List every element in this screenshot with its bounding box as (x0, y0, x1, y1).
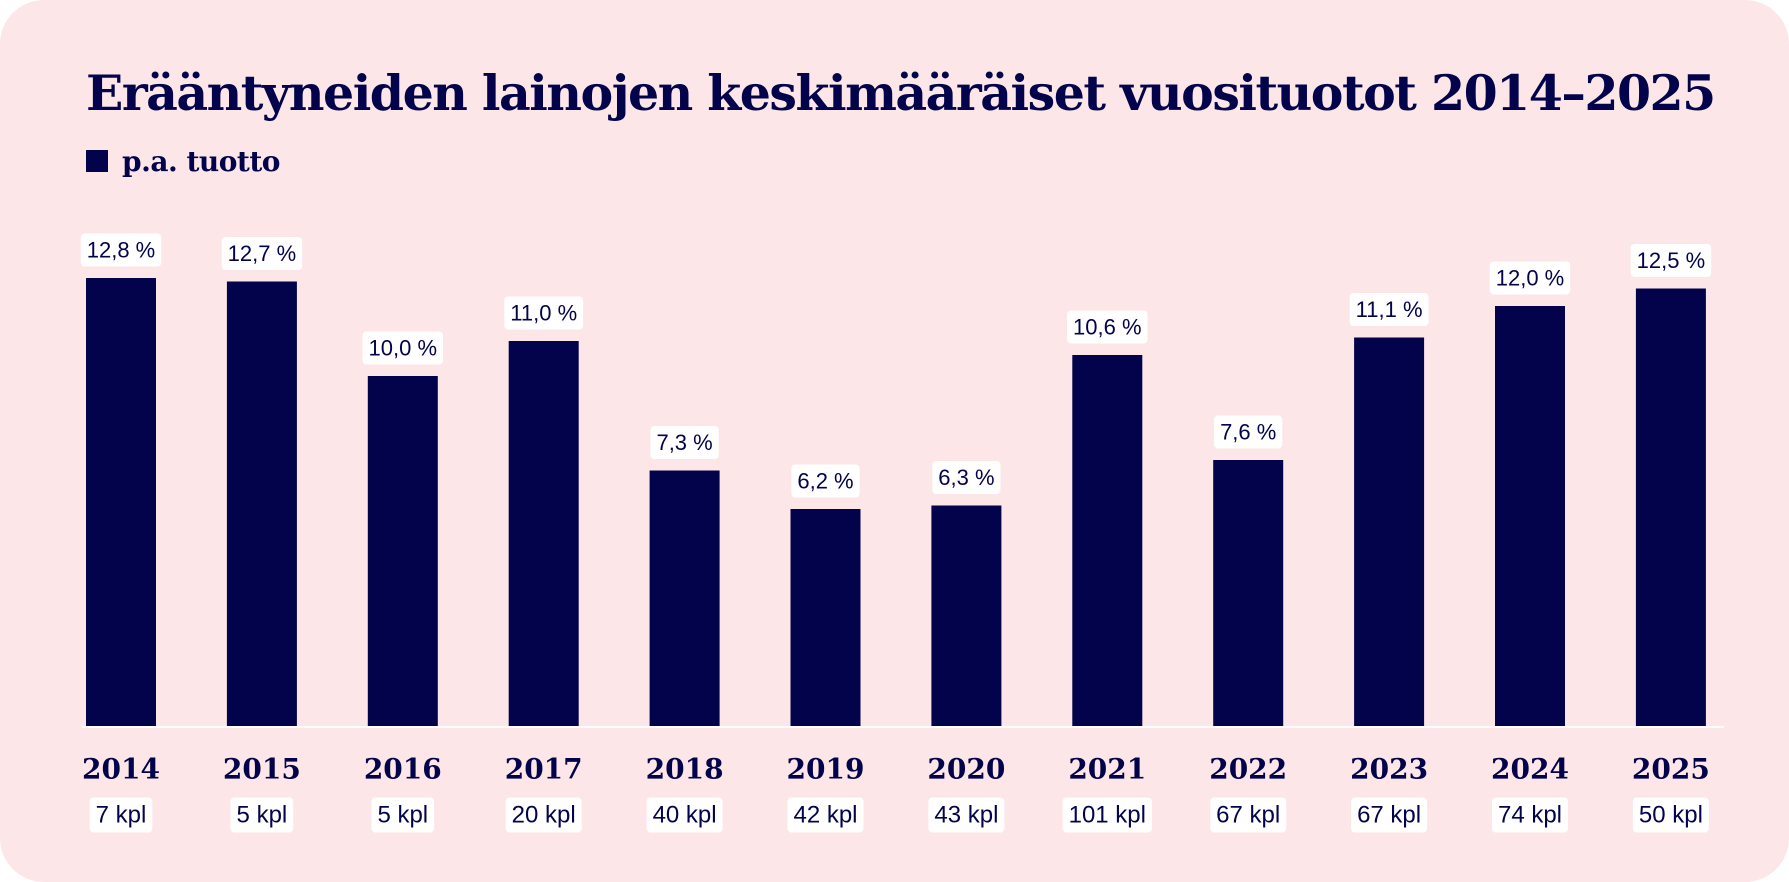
data-label: 12,7 % (228, 241, 297, 266)
bar (86, 278, 156, 726)
data-label-bg (504, 296, 584, 330)
bar (649, 470, 720, 726)
data-label-bg (1214, 415, 1283, 449)
count-label: 5 kpl (377, 802, 428, 829)
data-label-bg (1489, 261, 1571, 295)
count-label-bg (89, 797, 153, 833)
data-label-bg (1349, 293, 1429, 326)
count-label: 40 kpl (653, 802, 717, 829)
data-label-bg (791, 464, 860, 498)
legend: p.a. tuotto (86, 144, 280, 178)
bar (790, 509, 861, 726)
data-label-bg (221, 237, 303, 270)
data-label: 12,5 % (1637, 248, 1706, 273)
count-label-bg (371, 797, 435, 833)
bar (931, 505, 1002, 726)
x-tick-label: 2014 (82, 753, 160, 786)
data-label-bg (362, 331, 444, 365)
data-label: 6,3 % (938, 465, 994, 490)
count-label: 7 kpl (96, 802, 147, 829)
data-label: 11,0 % (510, 301, 577, 326)
count-label-bg (230, 797, 294, 833)
x-tick-label: 2021 (1068, 753, 1146, 786)
count-label-bg (1062, 797, 1152, 833)
x-tick-label: 2018 (646, 753, 724, 786)
x-tick-label: 2019 (787, 753, 865, 786)
count-label: 67 kpl (1216, 802, 1280, 829)
bar (226, 281, 297, 726)
count-label: 50 kpl (1639, 802, 1703, 829)
bar (1354, 337, 1425, 726)
data-label: 7,3 % (656, 430, 712, 455)
bar (1072, 355, 1143, 726)
data-label-bg (1067, 310, 1148, 344)
chart-title: Erääntyneiden lainojen keskimääräiset vu… (86, 64, 1716, 122)
data-label: 7,6 % (1220, 420, 1276, 445)
data-label-bg (80, 233, 162, 267)
count-label-bg (787, 797, 864, 833)
x-tick-label: 2020 (927, 753, 1005, 786)
x-tick-label: 2023 (1350, 753, 1428, 786)
data-label: 10,6 % (1073, 315, 1142, 340)
bar (367, 376, 438, 726)
count-label: 101 kpl (1069, 802, 1146, 829)
count-label: 43 kpl (934, 802, 998, 829)
count-label-bg (928, 797, 1005, 833)
x-tick-label: 2016 (364, 753, 442, 786)
count-label-bg (505, 797, 582, 833)
legend-label: p.a. tuotto (122, 144, 280, 178)
count-label: 67 kpl (1357, 802, 1421, 829)
data-label-bg (650, 426, 719, 459)
bar (508, 341, 579, 726)
data-label: 10,0 % (369, 336, 438, 361)
count-label-bg (646, 797, 723, 833)
x-tick-label: 2015 (223, 753, 301, 786)
bar (1635, 288, 1706, 726)
data-label: 12,0 % (1496, 266, 1565, 291)
x-tick-label: 2025 (1632, 753, 1710, 786)
x-tick-label: 2017 (505, 753, 583, 786)
data-label: 6,2 % (797, 469, 853, 494)
count-label-bg (1210, 797, 1287, 833)
data-label: 12,8 % (87, 238, 156, 263)
x-tick-label: 2022 (1209, 753, 1287, 786)
data-label-bg (932, 461, 1001, 494)
count-label: 42 kpl (793, 802, 857, 829)
data-label-bg (1630, 244, 1712, 277)
count-label: 74 kpl (1498, 802, 1562, 829)
count-label-bg (1491, 797, 1569, 833)
count-label-bg (1351, 797, 1428, 833)
bar (1495, 306, 1565, 726)
bar (1213, 460, 1284, 726)
count-label: 5 kpl (237, 802, 288, 829)
count-label: 20 kpl (512, 802, 576, 829)
count-label-bg (1632, 797, 1709, 833)
legend-swatch (86, 150, 108, 172)
x-tick-label: 2024 (1491, 753, 1569, 786)
data-label: 11,1 % (1356, 297, 1423, 322)
